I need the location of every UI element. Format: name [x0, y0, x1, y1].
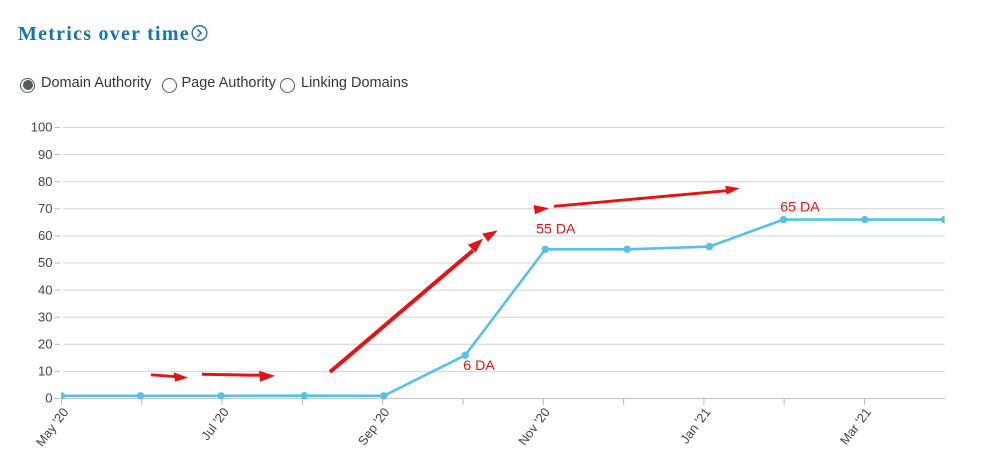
svg-text:May '20: May '20	[33, 405, 72, 450]
svg-text:0: 0	[45, 391, 52, 406]
svg-text:Mar '21: Mar '21	[837, 405, 874, 448]
svg-text:40: 40	[38, 282, 52, 297]
svg-text:55 DA: 55 DA	[536, 221, 576, 237]
svg-text:Jan '21: Jan '21	[677, 405, 714, 447]
svg-text:50: 50	[38, 255, 52, 270]
svg-text:Nov '20: Nov '20	[515, 405, 553, 448]
svg-text:90: 90	[38, 147, 52, 162]
svg-text:Sep '20: Sep '20	[355, 405, 393, 448]
svg-text:65 DA: 65 DA	[780, 199, 820, 215]
svg-text:Jul '20: Jul '20	[198, 405, 232, 443]
svg-text:80: 80	[38, 174, 52, 189]
svg-text:70: 70	[38, 201, 52, 216]
svg-text:30: 30	[38, 309, 52, 324]
svg-text:10: 10	[38, 364, 52, 379]
svg-text:6 DA: 6 DA	[463, 358, 495, 374]
svg-text:60: 60	[38, 228, 52, 243]
svg-text:20: 20	[38, 337, 52, 352]
svg-text:100: 100	[31, 120, 53, 135]
